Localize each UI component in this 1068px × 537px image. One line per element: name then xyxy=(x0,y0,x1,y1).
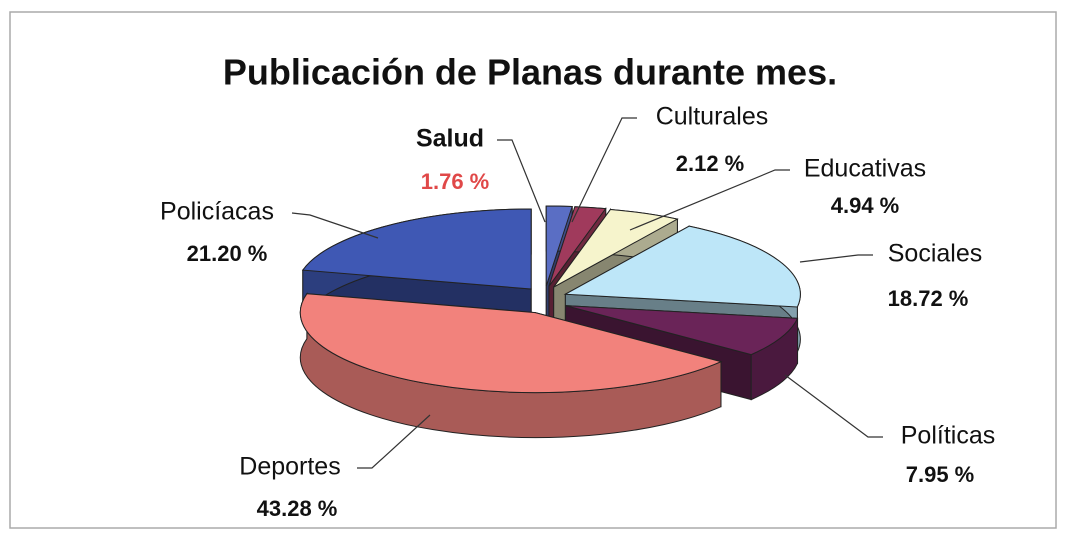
leader-line xyxy=(571,117,637,223)
slice-label: Salud xyxy=(416,125,484,153)
leader-line xyxy=(497,139,546,223)
leader-line xyxy=(357,414,431,469)
value-label: 21.20 % xyxy=(187,241,268,266)
leader-line xyxy=(629,169,790,231)
value-label: 1.76 % xyxy=(421,169,490,194)
chart-title: Publicación de Planas durante mes. xyxy=(223,52,837,93)
value-label: 7.95 % xyxy=(906,462,975,487)
frame xyxy=(9,11,1057,529)
leader-line xyxy=(291,212,379,239)
slice-label: Culturales xyxy=(656,103,769,131)
value-label: 2.12 % xyxy=(676,151,745,176)
value-label: 4.94 % xyxy=(831,193,900,218)
value-label: 18.72 % xyxy=(888,286,969,311)
slice-label: Políticas xyxy=(901,422,995,450)
slice xyxy=(563,225,801,308)
leader-line xyxy=(799,254,873,263)
slice-label: Sociales xyxy=(888,240,983,268)
value-label: 43.28 % xyxy=(257,496,338,521)
slice xyxy=(548,206,607,287)
slice xyxy=(553,208,679,288)
slice xyxy=(545,205,573,287)
slice-label: Educativas xyxy=(804,155,926,183)
slice-label: Policíacas xyxy=(160,198,274,226)
leader-line xyxy=(784,374,883,438)
slice xyxy=(565,305,799,356)
slice xyxy=(299,293,723,394)
slice-label: Deportes xyxy=(239,453,340,481)
slice xyxy=(301,208,532,290)
